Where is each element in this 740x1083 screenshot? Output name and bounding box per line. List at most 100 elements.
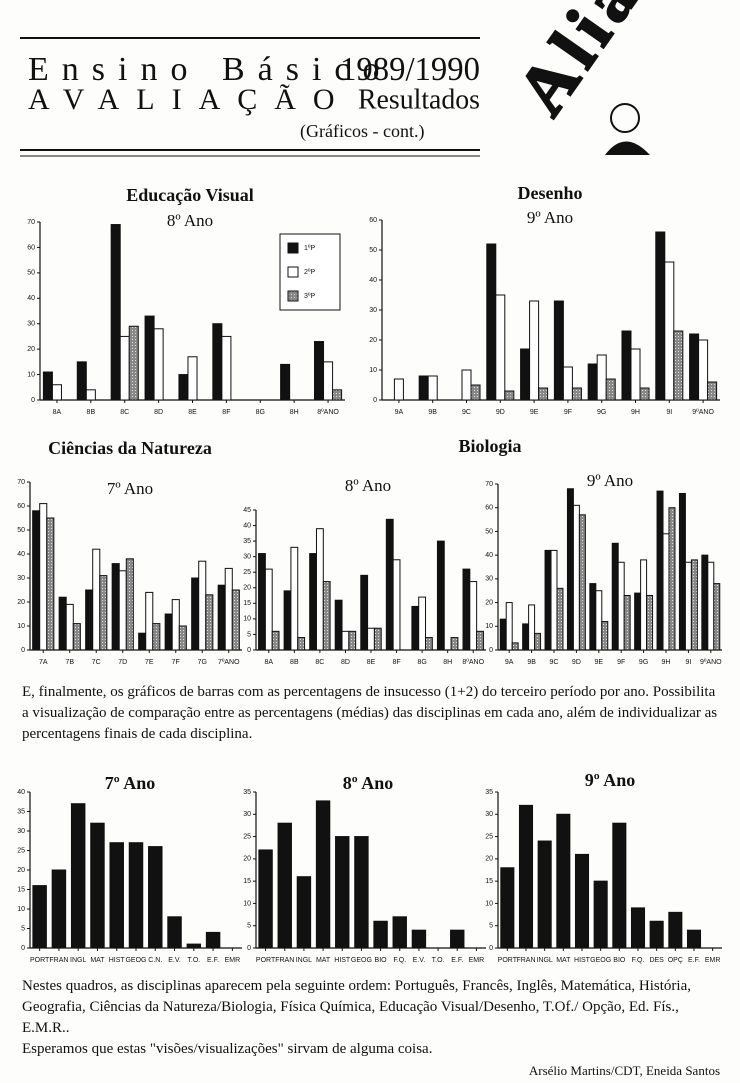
x-tick-label: INGL (296, 957, 312, 964)
chart: Biologia 9º Ano 0 10 20 30 40 50 60 70 9A 9B 9C 9D 9E 9… (458, 436, 722, 666)
x-tick-label: BIO (375, 957, 388, 964)
bar (178, 374, 189, 401)
y-tick-label: 10 (243, 616, 251, 623)
x-tick-label: 8C (120, 409, 129, 416)
bar (630, 348, 641, 401)
bar (148, 846, 163, 949)
x-tick-label: 9F (617, 659, 625, 666)
bar (630, 907, 646, 949)
chart-subtitle: 8º Ano (345, 476, 391, 495)
legend-swatch (287, 290, 299, 302)
bar (662, 533, 670, 651)
y-tick-label: 20 (27, 346, 35, 353)
x-tick-label: EMR (225, 957, 241, 964)
bar (544, 549, 552, 651)
x-tick-label: 8H (290, 409, 299, 416)
y-tick-label: 5 (247, 631, 251, 638)
y-tick-label: 15 (243, 878, 251, 885)
x-tick-label: E.V. (168, 957, 181, 964)
x-tick-label: 8E (188, 409, 197, 416)
bar (92, 548, 101, 651)
x-tick-label: 9C (550, 659, 559, 666)
bar (335, 836, 350, 949)
x-tick-label: T.O. (187, 957, 200, 964)
x-tick-label: E.F. (451, 957, 463, 964)
x-tick-label: 9ºANO (700, 659, 722, 666)
x-tick-label: 7D (118, 659, 127, 666)
bar (612, 822, 627, 949)
y-tick-label: 5 (247, 923, 251, 930)
bar (224, 567, 233, 651)
chart-subtitle: 9º Ano (585, 770, 635, 790)
bar (32, 885, 47, 949)
x-tick-label: GEOG (125, 957, 146, 964)
bar (167, 916, 182, 949)
y-tick-label: 70 (485, 481, 493, 488)
chart-title: Educação Visual (126, 185, 254, 205)
y-tick-label: 0 (489, 945, 493, 952)
bar (684, 561, 692, 651)
bar (605, 378, 616, 401)
bar (58, 596, 67, 651)
y-tick-label: 20 (369, 337, 377, 344)
x-tick-label: 9H (631, 409, 640, 416)
logo-text: Aliás! (503, 0, 694, 128)
bar (534, 632, 542, 651)
bar (596, 354, 607, 401)
y-tick-label: 30 (485, 811, 493, 818)
x-tick-label: GEOG (351, 957, 372, 964)
bar (271, 630, 280, 651)
bar (562, 366, 573, 401)
bar (76, 361, 87, 401)
y-tick-label: 25 (485, 833, 493, 840)
y-tick-label: 20 (17, 599, 25, 606)
bar (686, 929, 702, 949)
x-tick-label: 9B (428, 409, 437, 416)
bar (418, 596, 427, 651)
y-tick-label: 60 (27, 244, 35, 251)
x-tick-label: 8D (341, 659, 350, 666)
y-tick-label: 60 (485, 505, 493, 512)
bar (217, 584, 226, 651)
y-tick-label: 30 (17, 575, 25, 582)
chart-title: Biologia (458, 436, 521, 456)
bar (664, 261, 675, 401)
bar (601, 621, 609, 651)
bar (499, 618, 507, 651)
bar (578, 514, 586, 651)
y-tick-label: 40 (485, 552, 493, 559)
bar (373, 920, 388, 949)
y-tick-label: 0 (31, 397, 35, 404)
y-tick-label: 15 (17, 886, 25, 893)
bar (90, 822, 105, 949)
bar (392, 559, 401, 651)
y-tick-label: 0 (247, 647, 251, 654)
bar (178, 625, 187, 651)
bar (258, 553, 266, 651)
chart: 8º Ano 0 5 10 15 20 25 30 35 40 45 8A 8B 8C 8D 8E 8F 8G 8H… (243, 476, 486, 666)
bar (476, 630, 484, 651)
y-tick-label: 15 (243, 600, 251, 607)
y-tick-label: 60 (17, 503, 25, 510)
bar (258, 849, 273, 949)
bar (646, 594, 654, 651)
y-tick-label: 30 (243, 554, 251, 561)
chart-title: Desenho (517, 183, 582, 203)
bar (46, 517, 55, 651)
bar (145, 591, 154, 651)
bar (469, 581, 478, 651)
bar (518, 804, 534, 949)
chart: Ciências da Natureza 7º Ano 0 10 20 30 40 50 60 7… (17, 438, 242, 666)
bar (153, 328, 164, 401)
bar (51, 384, 62, 401)
x-tick-label: E.F. (688, 957, 700, 964)
x-tick-label: MAT (316, 957, 331, 964)
bar (111, 563, 120, 651)
bar (595, 590, 603, 651)
bar (85, 389, 96, 401)
legend-label: 3ºP (304, 293, 315, 300)
y-tick-label: 35 (243, 538, 251, 545)
bar (470, 384, 481, 401)
x-tick-label: 7A (39, 659, 48, 666)
bar (110, 224, 121, 401)
